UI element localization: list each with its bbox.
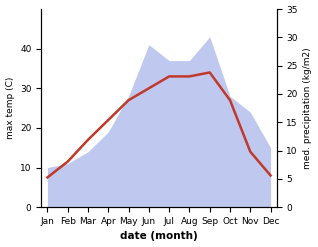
X-axis label: date (month): date (month) [120, 231, 198, 242]
Y-axis label: med. precipitation (kg/m2): med. precipitation (kg/m2) [303, 47, 313, 169]
Y-axis label: max temp (C): max temp (C) [5, 77, 15, 139]
